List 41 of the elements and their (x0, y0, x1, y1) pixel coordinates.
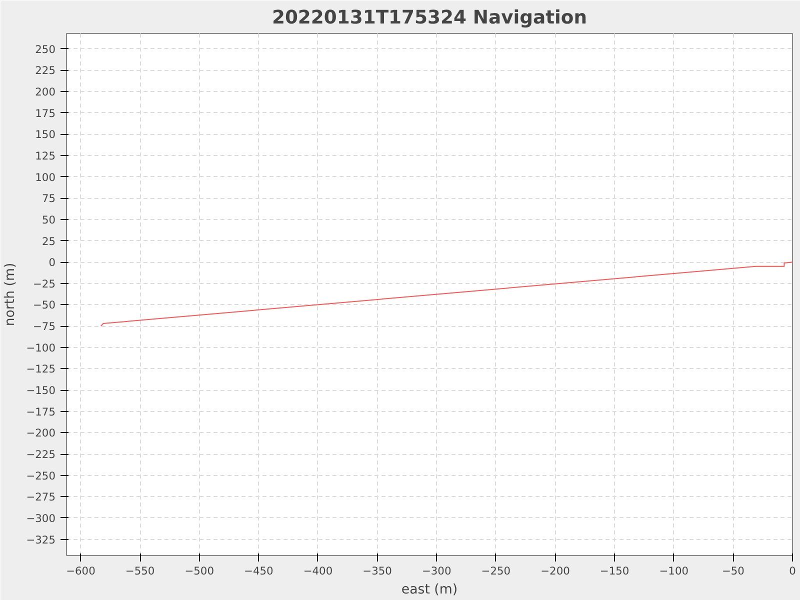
x-tick-label: 0 (789, 564, 796, 578)
x-tick-label: −550 (125, 564, 155, 578)
y-tick-label: −300 (26, 512, 56, 525)
y-tick-label: 150 (35, 128, 56, 142)
chart-title: 20220131T175324 Navigation (272, 8, 588, 28)
x-tick-label: −600 (66, 564, 96, 578)
x-tick-label: −300 (422, 564, 452, 578)
y-tick-label: −150 (26, 384, 56, 398)
y-tick-label: −125 (26, 362, 56, 376)
x-tick-label: −100 (659, 564, 689, 578)
x-axis-title: east (m) (401, 582, 458, 598)
y-tick-label: −225 (26, 448, 56, 461)
y-tick-label: 125 (35, 149, 56, 162)
y-tick-label: 250 (35, 42, 56, 56)
y-tick-label: 225 (35, 64, 56, 78)
y-tick-label: −200 (26, 426, 56, 440)
y-tick-label: 200 (35, 86, 56, 98)
x-tick-label: −200 (540, 564, 570, 578)
y-tick-label: 100 (35, 170, 56, 184)
line-series (100, 262, 792, 327)
x-tick-label: −350 (362, 564, 392, 578)
y-tick-label: −100 (26, 341, 56, 354)
x-tick-label: −250 (481, 564, 511, 578)
y-tick-label: 175 (35, 106, 56, 120)
x-tick-label: −400 (303, 564, 333, 578)
y-tick-label: −175 (26, 405, 56, 418)
y-tick-label: −75 (33, 320, 56, 334)
y-tick-label: −250 (26, 469, 56, 482)
x-tick-label: −50 (722, 564, 745, 578)
y-tick-label: 0 (48, 256, 56, 270)
y-tick-label: −50 (33, 298, 56, 312)
x-tick-label: −500 (184, 564, 214, 578)
y-tick-label: 50 (42, 213, 56, 226)
y-tick-label: 25 (42, 234, 56, 248)
y-axis-title: north (m) (3, 262, 18, 326)
y-tick-label: 75 (42, 192, 56, 206)
y-tick-label: −275 (26, 490, 56, 504)
x-tick-label: −450 (244, 564, 274, 578)
x-tick-label: −150 (600, 564, 630, 578)
y-tick-label: −325 (26, 533, 56, 546)
y-tick-label: −25 (33, 277, 56, 290)
